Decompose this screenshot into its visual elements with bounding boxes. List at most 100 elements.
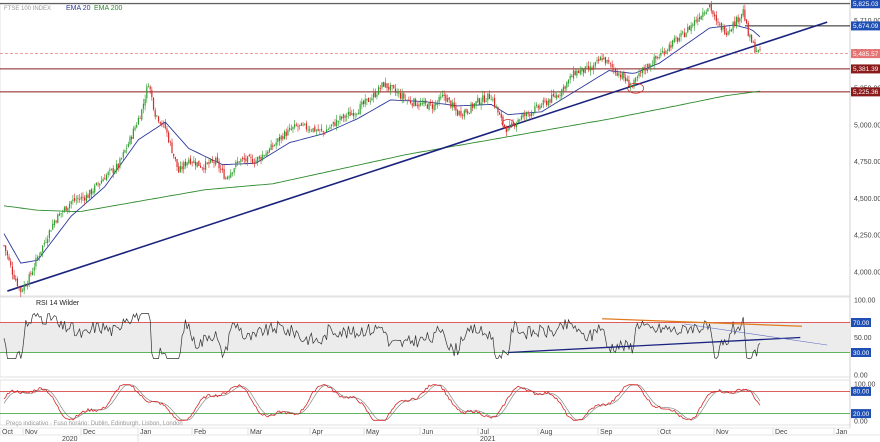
candle[interactable] (687, 23, 689, 34)
candle[interactable] (250, 153, 252, 163)
candle[interactable] (289, 123, 291, 132)
candle[interactable] (290, 124, 292, 131)
candle[interactable] (732, 20, 734, 34)
candle[interactable] (522, 112, 524, 120)
candle[interactable] (618, 72, 620, 78)
candle[interactable] (717, 17, 719, 27)
candle[interactable] (468, 112, 470, 115)
candle[interactable] (537, 104, 539, 111)
candle[interactable] (210, 158, 212, 164)
candle[interactable] (213, 160, 215, 168)
candle[interactable] (351, 109, 353, 116)
candle[interactable] (208, 159, 210, 168)
candle[interactable] (173, 153, 175, 159)
candle[interactable] (191, 161, 193, 167)
candle[interactable] (319, 129, 321, 135)
candle[interactable] (507, 127, 509, 132)
candle[interactable] (257, 156, 259, 166)
candle[interactable] (564, 85, 566, 93)
candle[interactable] (562, 84, 565, 95)
candle[interactable] (559, 91, 561, 101)
candle[interactable] (287, 126, 289, 136)
candle[interactable] (583, 68, 585, 77)
candle[interactable] (441, 90, 444, 98)
candle[interactable] (230, 169, 232, 179)
candle[interactable] (594, 61, 596, 70)
candle[interactable] (169, 140, 171, 146)
candle[interactable] (616, 69, 618, 77)
candle[interactable] (383, 81, 385, 87)
candle[interactable] (435, 99, 437, 111)
candle[interactable] (245, 154, 247, 165)
candle[interactable] (547, 97, 549, 108)
candle[interactable] (735, 15, 738, 29)
candle[interactable] (574, 68, 576, 76)
candle[interactable] (240, 158, 242, 166)
candle[interactable] (453, 97, 455, 111)
candle[interactable] (473, 102, 475, 110)
candle[interactable] (586, 62, 588, 69)
price-badge-top[interactable]: 5,825.03 (851, 0, 880, 9)
candle[interactable] (31, 267, 34, 276)
candle[interactable] (99, 183, 101, 190)
candle[interactable] (73, 193, 76, 203)
candle[interactable] (658, 53, 660, 60)
candle[interactable] (122, 149, 124, 161)
candle[interactable] (84, 195, 86, 206)
candle[interactable] (68, 201, 71, 213)
candle[interactable] (544, 97, 546, 104)
candle[interactable] (315, 128, 318, 136)
stochastic-pane[interactable] (0, 379, 851, 426)
candle[interactable] (415, 97, 417, 107)
candle[interactable] (611, 60, 613, 73)
candle[interactable] (260, 154, 262, 165)
candle[interactable] (292, 126, 294, 134)
candle[interactable] (26, 280, 29, 290)
candle[interactable] (280, 134, 282, 144)
candle[interactable] (677, 36, 679, 44)
candle[interactable] (409, 96, 412, 105)
candle[interactable] (248, 153, 250, 157)
candle[interactable] (520, 112, 523, 121)
candle[interactable] (722, 23, 724, 32)
candle[interactable] (85, 191, 87, 203)
candle[interactable] (421, 98, 423, 106)
candle[interactable] (719, 21, 721, 27)
candle[interactable] (356, 112, 358, 118)
candle[interactable] (740, 13, 743, 24)
candle[interactable] (742, 5, 744, 18)
candle[interactable] (347, 107, 349, 119)
candle[interactable] (519, 118, 521, 124)
candle[interactable] (625, 73, 627, 84)
candle[interactable] (174, 156, 176, 162)
candle[interactable] (609, 62, 612, 68)
candle[interactable] (462, 113, 464, 120)
candle[interactable] (37, 255, 39, 262)
candle[interactable] (389, 82, 391, 96)
candle[interactable] (527, 110, 529, 117)
candle[interactable] (613, 63, 615, 75)
candle[interactable] (423, 97, 425, 107)
candle[interactable] (117, 163, 119, 172)
candle[interactable] (665, 50, 667, 54)
candle[interactable] (672, 39, 674, 49)
candle[interactable] (589, 61, 591, 76)
candle[interactable] (320, 124, 323, 133)
candle[interactable] (115, 159, 118, 174)
candle[interactable] (104, 174, 106, 180)
candle[interactable] (252, 154, 254, 165)
price-badge-last[interactable]: 5,485.57 (851, 49, 880, 59)
candle[interactable] (285, 128, 287, 140)
candle[interactable] (467, 108, 469, 116)
rsi-trend-thin[interactable] (684, 323, 828, 346)
candle[interactable] (500, 110, 502, 122)
candle[interactable] (413, 97, 415, 107)
candle[interactable] (63, 205, 66, 213)
candle[interactable] (189, 155, 192, 165)
candle[interactable] (95, 182, 97, 186)
price-badge-resistance[interactable]: 5,674.09 (851, 21, 880, 31)
candle[interactable] (168, 130, 170, 144)
candle[interactable] (460, 106, 462, 118)
candle[interactable] (567, 79, 570, 87)
